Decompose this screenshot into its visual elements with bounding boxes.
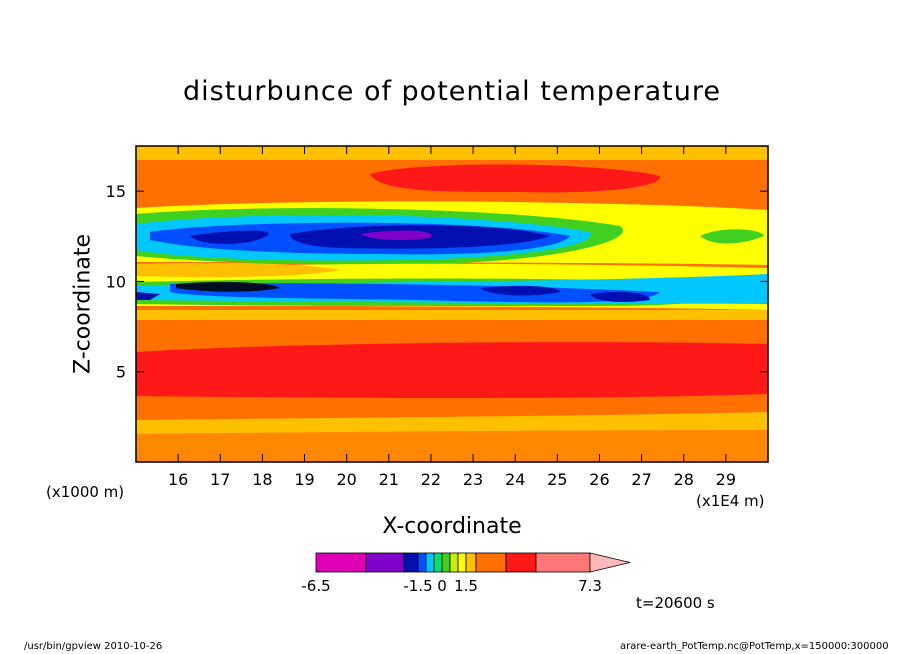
x-axis: 16 17 18 19 20 21 22 23 24 25 26 27 28 29	[168, 146, 736, 489]
west-edge-blue	[136, 292, 160, 300]
top-band	[136, 146, 768, 160]
colorbar-segment	[535, 552, 591, 573]
y-tick-label: 5	[116, 363, 126, 382]
x-tick-label: 24	[505, 470, 525, 489]
contour-field	[136, 146, 768, 462]
x-unit-right: (x1E4 m)	[696, 492, 765, 510]
green-patch-east	[700, 229, 764, 244]
colorbar-label: 7.3	[578, 577, 602, 595]
mid-deep-blue-east	[590, 292, 650, 302]
colorbar-segment	[403, 552, 419, 573]
x-tick-label: 29	[716, 470, 736, 489]
x-tick-label: 18	[252, 470, 272, 489]
dense-contours	[176, 281, 280, 292]
x-tick-label: 17	[210, 470, 230, 489]
lower-transition	[136, 310, 768, 320]
colorbar-segment	[425, 552, 435, 573]
colorbar-segment	[417, 552, 427, 573]
x-tick-label: 23	[463, 470, 483, 489]
x-tick-label: 19	[294, 470, 314, 489]
colorbar-segment	[457, 552, 467, 573]
colorbar-extension	[589, 552, 631, 573]
colorbar-label: 1.5	[454, 577, 478, 595]
colorbar-segment	[475, 552, 507, 573]
colorbar-segment	[441, 552, 451, 573]
colorbar-label: -6.5	[301, 577, 330, 595]
x-tick-label: 26	[589, 470, 609, 489]
x-tick-label: 25	[547, 470, 567, 489]
x-tick-label: 28	[674, 470, 694, 489]
near-surface-mix	[136, 430, 768, 462]
time-label: t=20600 s	[636, 594, 715, 612]
colorbar-segment	[465, 552, 477, 573]
colorbar-segment	[433, 552, 443, 573]
upper-mid-orange-band	[136, 262, 340, 278]
colorbar: -6.5 -1.5 0 1.5 7.3	[301, 552, 631, 595]
colorbar-segment	[315, 552, 367, 573]
footer-right: arare-earth_PotTemp.nc@PotTemp,x=150000:…	[620, 641, 889, 652]
upper-warm-region	[370, 164, 661, 193]
y-axis: 5 10 15	[106, 182, 768, 382]
y-tick-label: 10	[106, 272, 126, 291]
x-axis-title: X-coordinate	[382, 514, 522, 539]
lower-warm-band	[136, 342, 768, 398]
colorbar-segment	[449, 552, 459, 573]
x-tick-label: 21	[379, 470, 399, 489]
x-unit-left: (x1000 m)	[46, 483, 125, 501]
colorbar-segment	[505, 552, 537, 573]
colorbar-label: -1.5	[403, 577, 432, 595]
x-tick-label: 22	[421, 470, 441, 489]
purple-core	[360, 230, 432, 241]
colorbar-label: 0	[437, 577, 447, 595]
y-axis-title: Z-coordinate	[70, 234, 96, 374]
mid-deep-blue	[480, 285, 560, 296]
plot-frame	[135, 145, 769, 463]
x-tick-label: 27	[631, 470, 651, 489]
colorbar-segment	[365, 552, 405, 573]
footer-left: /usr/bin/gpview 2010-10-26	[24, 641, 163, 652]
deep-blue-core-west	[190, 230, 269, 244]
y-tick-label: 15	[106, 182, 126, 201]
chart-title: disturbunce of potential temperature	[183, 76, 721, 107]
x-tick-label: 16	[168, 470, 188, 489]
x-tick-label: 20	[336, 470, 356, 489]
